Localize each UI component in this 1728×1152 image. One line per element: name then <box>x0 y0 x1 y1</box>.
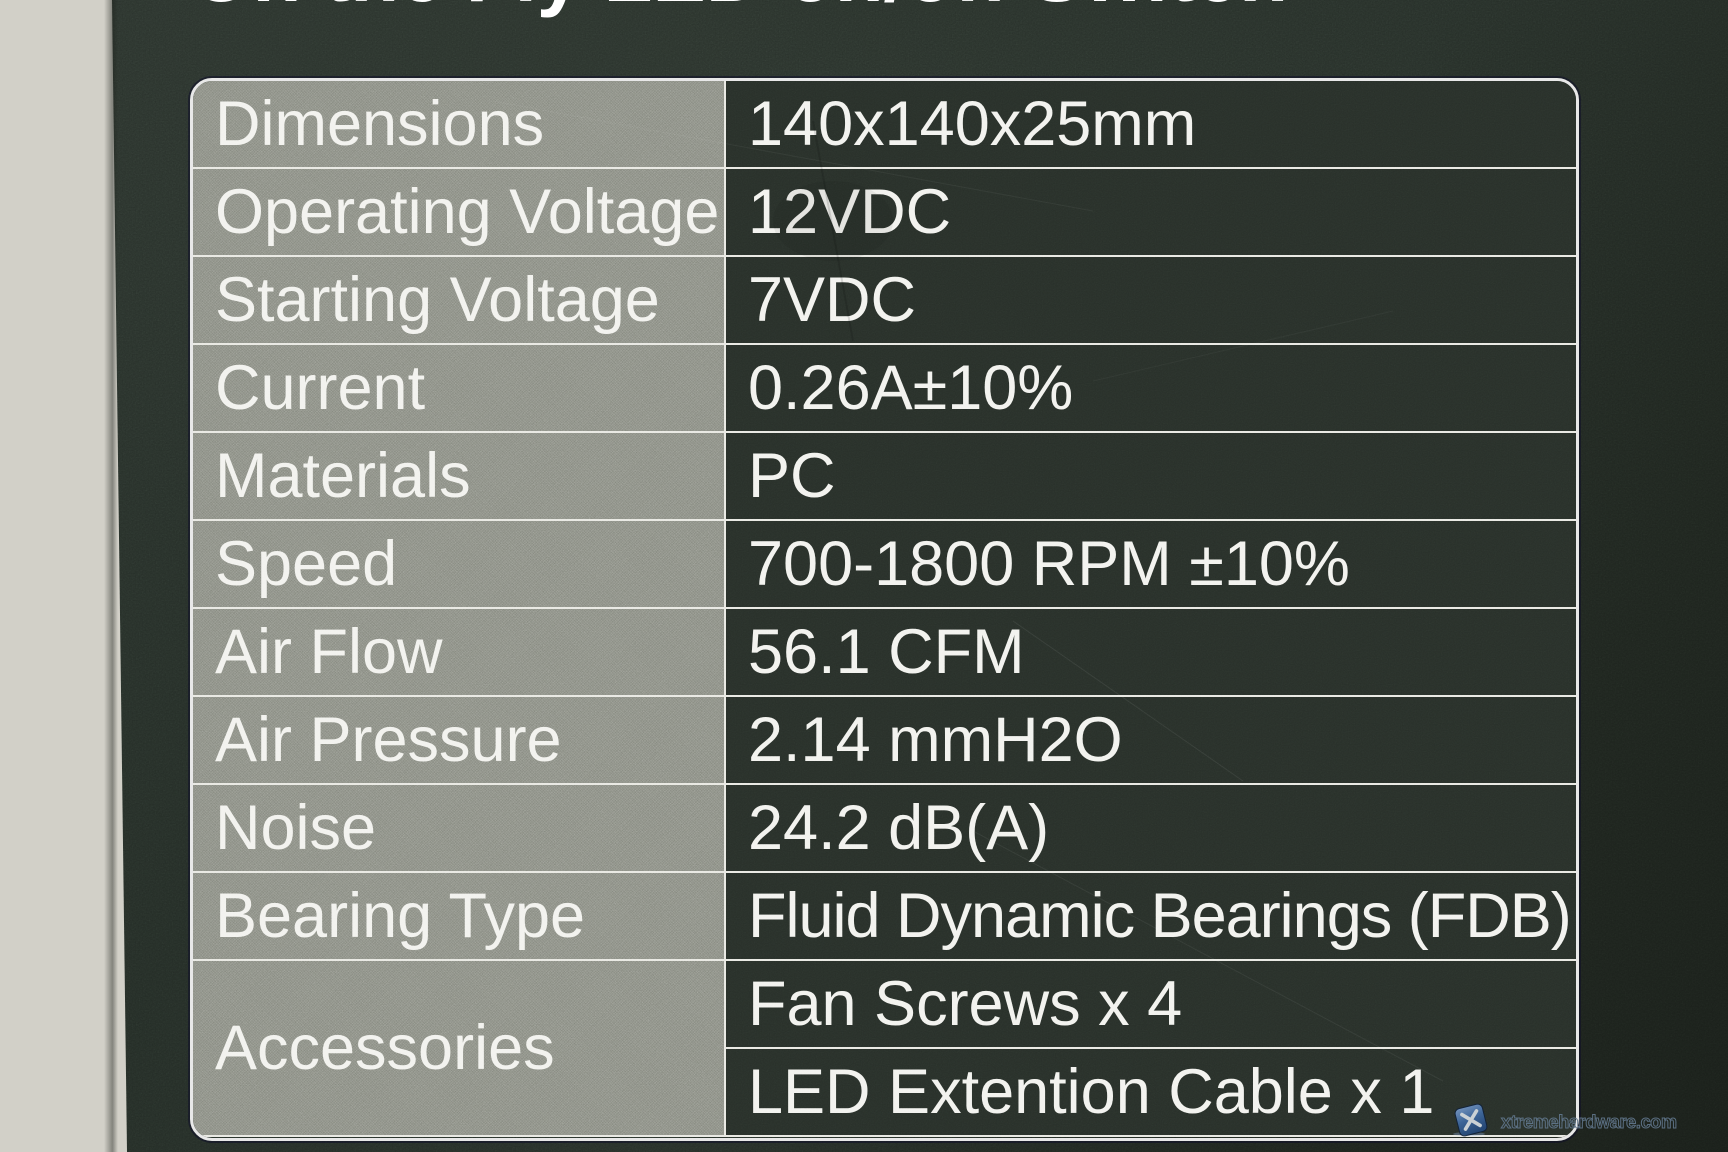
svg-text:xtremehardware.com: xtremehardware.com <box>1501 1112 1677 1132</box>
